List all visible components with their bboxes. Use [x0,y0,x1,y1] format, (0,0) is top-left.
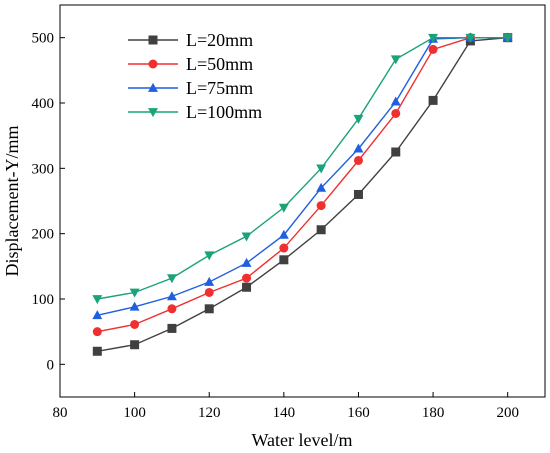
legend-item: L=100mm [128,102,262,122]
data-point [465,33,476,43]
data-point [92,327,102,337]
legend-label: L=20mm [186,30,253,50]
data-point [167,323,177,333]
data-point [129,288,140,298]
data-point [166,274,177,284]
data-point [278,203,289,213]
data-point [204,287,214,297]
series-line [97,36,508,352]
x-axis-title: Water level/m [251,430,352,450]
data-point [167,304,177,314]
x-tick-label: 140 [273,405,296,421]
x-tick-label: 160 [347,405,370,421]
series-line [97,36,508,300]
data-point [353,143,364,153]
data-point [353,155,363,165]
series-L=20mm [92,33,513,356]
x-tick-label: 80 [53,405,68,421]
data-point [502,33,513,43]
data-point [92,346,102,356]
x-tick-label: 120 [198,405,221,421]
legend-marker [148,35,158,45]
data-point [204,276,215,286]
data-point [316,225,326,235]
data-point [242,282,252,292]
legend-label: L=50mm [186,54,253,74]
legend-marker [148,82,158,92]
y-axis-title: Displacement-Y/mm [2,126,22,277]
data-point [242,273,252,283]
data-point [279,255,289,265]
data-point [130,319,140,329]
data-point [316,164,327,174]
data-point [316,182,327,192]
legend-label: L=75mm [186,78,253,98]
y-tick-label: 100 [32,292,55,308]
x-tick-label: 200 [496,405,519,421]
legend-item: L=50mm [128,54,253,74]
series-L=100mm [92,33,513,305]
data-point [390,55,401,65]
data-point [204,304,214,314]
data-point [428,44,438,54]
data-point [241,257,252,267]
data-point [391,108,401,118]
data-point [428,33,439,43]
legend-marker [148,59,158,69]
series-L=50mm [92,33,513,337]
legend: L=20mm L=50mm L=75mm L=100mm [128,30,262,122]
legend-item: L=20mm [128,30,253,50]
data-point [241,232,252,242]
y-tick-label: 400 [32,96,55,112]
data-point [391,147,401,157]
series-layer [92,32,513,356]
series-line [97,36,508,317]
data-point [353,114,364,124]
y-tick-label: 0 [47,357,55,373]
data-point [279,243,289,253]
plot-frame [59,4,546,398]
data-point [428,95,438,105]
data-point [204,251,215,261]
data-point [353,189,363,199]
x-tick-label: 100 [123,405,146,421]
data-point [390,96,401,106]
legend-item: L=75mm [128,78,253,98]
data-point [129,301,140,311]
data-point [278,229,289,239]
y-tick-label: 300 [32,161,55,177]
data-point [130,340,140,350]
data-point [92,295,103,305]
y-tick-label: 200 [32,227,55,243]
series-L=75mm [92,32,513,320]
data-point [92,310,103,320]
axis-ticks: 80 100 120 140 160 180 200 0 100 200 300 400 500 [32,31,519,421]
legend-label: L=100mm [186,102,262,122]
data-point [316,201,326,211]
y-tick-label: 500 [32,31,55,47]
x-tick-label: 180 [422,405,445,421]
data-point [166,291,177,301]
series-line [97,36,508,333]
legend-marker [148,108,158,118]
